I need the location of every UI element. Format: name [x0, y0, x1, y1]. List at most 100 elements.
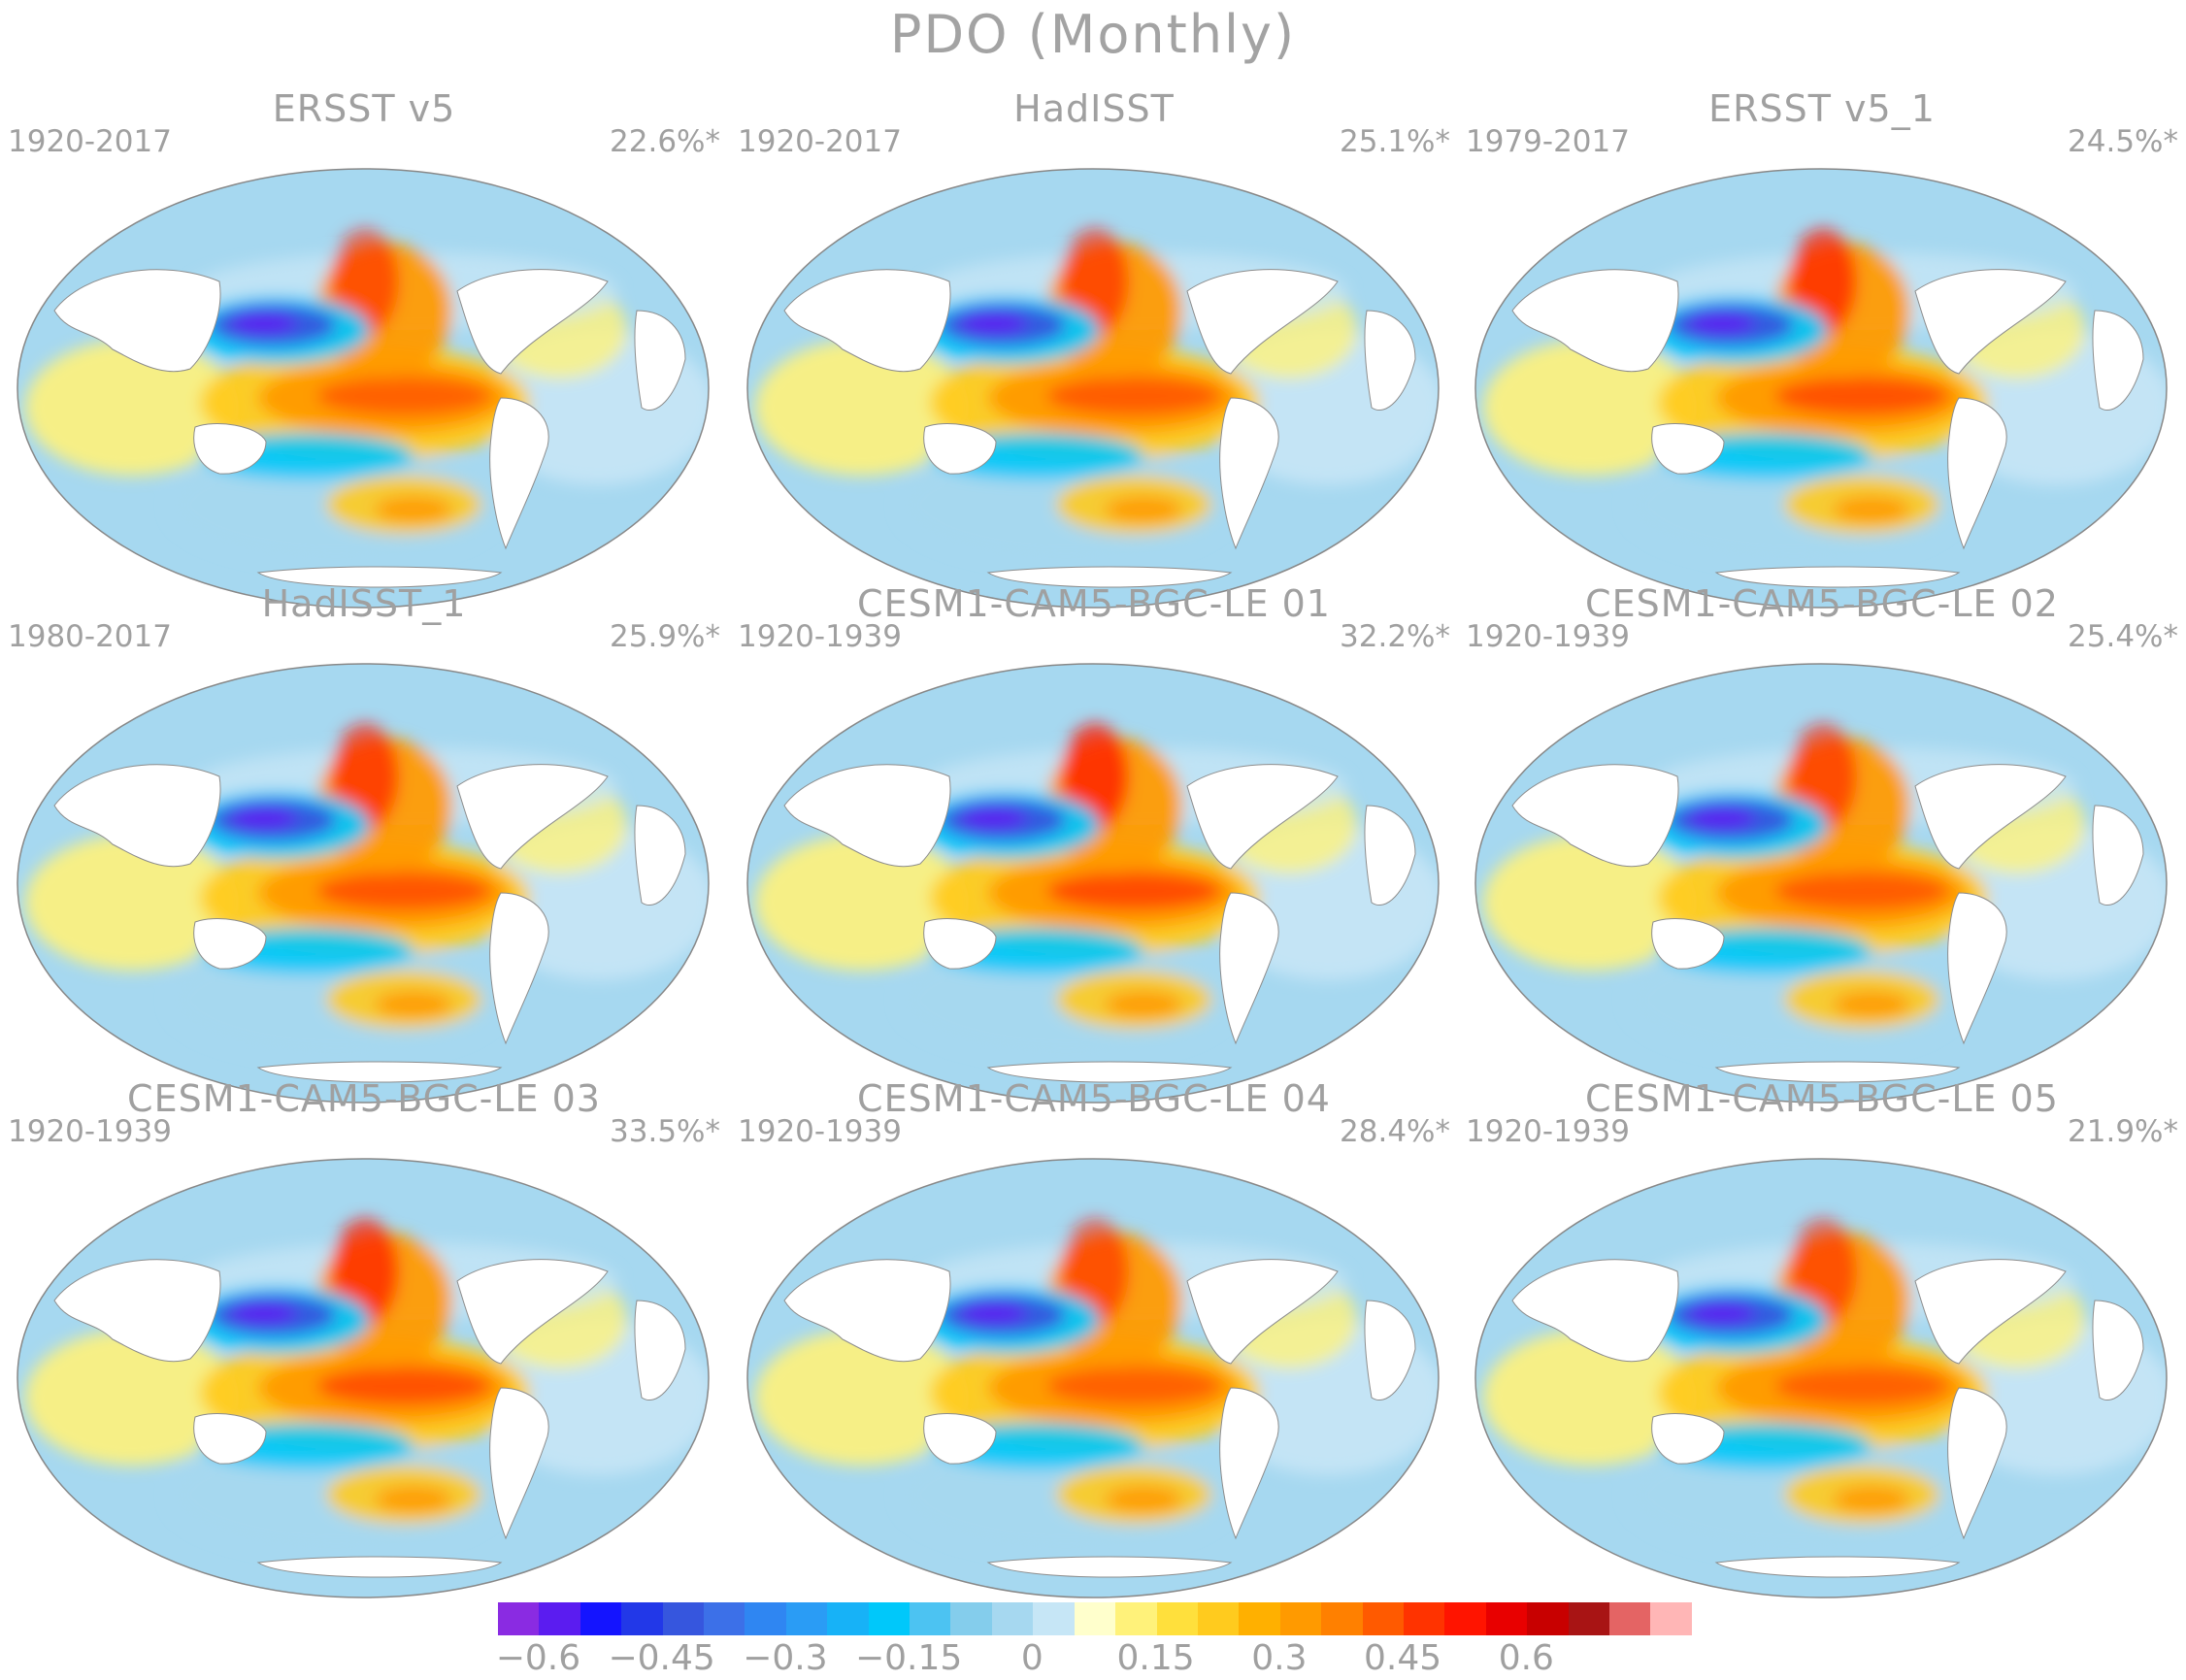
colorbar-tick-label: −0.45	[608, 1638, 715, 1678]
land-mass	[456, 269, 609, 375]
land-mass	[1947, 397, 2007, 550]
colorbar-cell	[1239, 1602, 1280, 1635]
colorbar-cell	[1485, 1602, 1528, 1635]
anomaly-patch	[1046, 872, 1221, 910]
anomaly-patch	[316, 377, 491, 415]
land-mass	[53, 269, 221, 373]
land-mass	[1186, 1259, 1339, 1365]
anomaly-patch	[959, 312, 1027, 335]
anomaly-patch	[1833, 1486, 1910, 1513]
land-mass	[1186, 269, 1339, 375]
colorbar-tick-label: 0.6	[1498, 1638, 1554, 1678]
figure-title: PDO (Monthly)	[889, 4, 1297, 65]
anomaly-patch	[375, 1486, 452, 1513]
map-panel: ERSST v5 1920-2017 22.6%*	[0, 87, 728, 609]
anomaly-patch	[1483, 340, 1697, 476]
panel-variance: 25.9%*	[610, 619, 720, 654]
land-mass	[783, 1259, 951, 1363]
anomaly-patch	[1105, 496, 1182, 523]
anomaly-patch	[25, 340, 239, 476]
panel-variance: 32.2%*	[1340, 619, 1450, 654]
colorbar-cell	[1403, 1602, 1445, 1635]
panel-period: 1920-1939	[8, 1114, 172, 1149]
land-mass	[923, 422, 997, 475]
land-mass	[1651, 1412, 1725, 1465]
map-border	[1474, 663, 2168, 1104]
world-map	[746, 168, 1440, 609]
colorbar-tick-label: 0.45	[1364, 1638, 1442, 1678]
panel-title: ERSST v5_1	[1708, 87, 1936, 130]
anomaly-patch	[375, 496, 452, 523]
colorbar-cell	[950, 1602, 992, 1635]
map-panel: CESM1-CAM5-BGC-LE 03 1920-1939 33.5%*	[0, 1077, 728, 1598]
colorbar-cell	[785, 1602, 828, 1635]
anomaly-patch	[316, 1367, 491, 1405]
anomaly-patch	[755, 1330, 969, 1466]
colorbar-cell	[910, 1602, 951, 1635]
colorbar-cell	[1362, 1602, 1404, 1635]
anomaly-patch	[755, 835, 969, 971]
land-mass	[2092, 805, 2144, 906]
anomaly-patch	[1687, 312, 1755, 335]
colorbar-cell	[1568, 1602, 1609, 1635]
panel-period: 1979-2017	[1466, 124, 1630, 159]
colorbar-cell	[868, 1602, 911, 1635]
land-mass	[1714, 1061, 1961, 1083]
land-mass	[1219, 892, 1279, 1045]
land-mass	[1364, 1300, 1416, 1400]
anomaly-patch	[755, 340, 969, 476]
colorbar-tick-label: −0.6	[495, 1638, 581, 1678]
panel-period: 1920-1939	[738, 619, 902, 654]
colorbar-cell	[621, 1602, 663, 1635]
panel-period: 1980-2017	[8, 619, 172, 654]
land-mass	[1364, 310, 1416, 411]
anomaly-patch	[229, 312, 297, 335]
map-border	[1474, 1158, 2168, 1598]
colorbar-cell	[1650, 1602, 1692, 1635]
land-mass	[1914, 1259, 2067, 1365]
world-map	[17, 1158, 710, 1598]
colorbar-cell	[1033, 1602, 1075, 1635]
land-mass	[1714, 566, 1961, 588]
land-mass	[2092, 310, 2144, 411]
map-border	[1474, 168, 2168, 609]
map-border	[17, 1158, 710, 1598]
land-mass	[1219, 397, 1279, 550]
anomaly-patch	[1774, 872, 1949, 910]
land-mass	[1511, 269, 1679, 373]
land-mass	[1511, 764, 1679, 868]
land-mass	[489, 1387, 549, 1540]
world-map	[746, 1158, 1440, 1598]
land-mass	[456, 764, 609, 870]
colorbar-cell	[580, 1602, 622, 1635]
panel-variance: 25.1%*	[1340, 124, 1450, 159]
colorbar-cell	[1197, 1602, 1240, 1635]
map-panel: CESM1-CAM5-BGC-LE 01 1920-1939 32.2%*	[730, 582, 1458, 1104]
colorbar-cell	[1527, 1602, 1569, 1635]
land-mass	[783, 269, 951, 373]
anomaly-patch	[959, 1301, 1027, 1325]
map-border	[17, 168, 710, 609]
colorbar-labels: −0.6 −0.45 −0.3 −0.15 0 0.15 0.3 0.45 0.6	[495, 1638, 1691, 1680]
panel-variance: 25.4%*	[2068, 619, 2178, 654]
colorbar-cell	[1279, 1602, 1322, 1635]
anomaly-patch	[1105, 991, 1182, 1018]
anomaly-patch	[1046, 1367, 1221, 1405]
anomaly-patch	[959, 807, 1027, 830]
land-mass	[2092, 1300, 2144, 1400]
panel-period: 1920-1939	[738, 1114, 902, 1149]
land-mass	[986, 1061, 1233, 1083]
anomaly-patch	[229, 807, 297, 830]
land-mass	[1651, 917, 1725, 970]
world-map	[17, 663, 710, 1104]
anomaly-patch	[1483, 835, 1697, 971]
land-mass	[1914, 764, 2067, 870]
colorbar-cell	[827, 1602, 869, 1635]
land-mass	[489, 892, 549, 1045]
world-map	[17, 168, 710, 609]
colorbar-tick-label: 0.3	[1251, 1638, 1308, 1678]
land-mass	[986, 1556, 1233, 1578]
land-mass	[1364, 805, 1416, 906]
land-mass	[193, 917, 267, 970]
map-border	[17, 663, 710, 1104]
